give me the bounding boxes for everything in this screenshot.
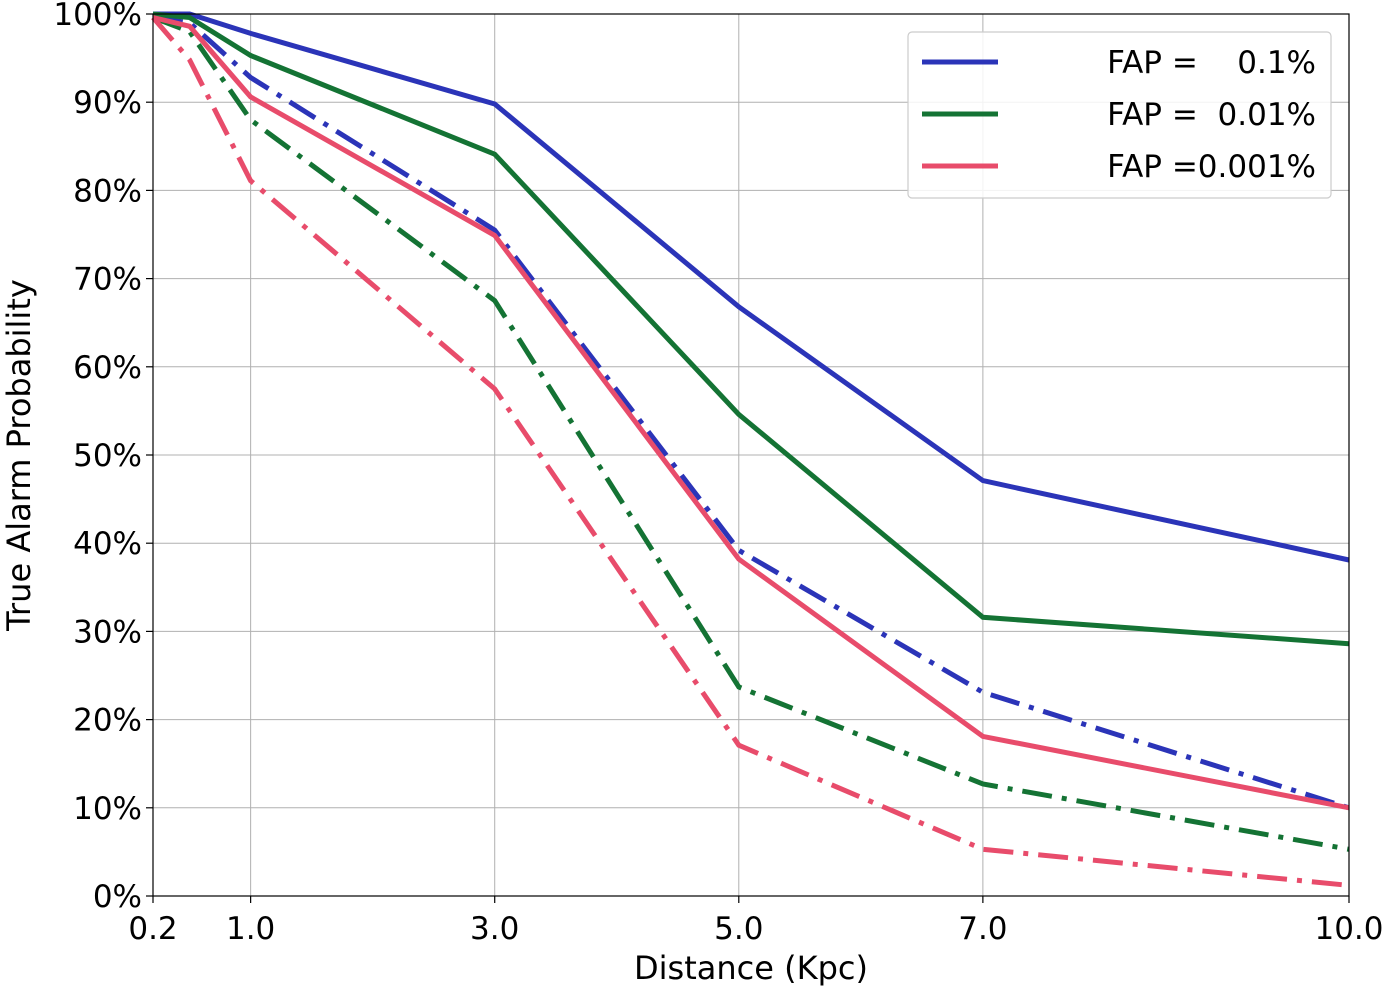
y-tick-label: 80% [73,173,142,209]
tick-marks [146,13,1350,903]
series-line-6-dashdot [151,15,1350,888]
series-line-2-dashdot [152,15,1350,811]
y-tick-label: 100% [53,0,142,33]
y-tick-label: 10% [73,791,142,827]
x-tick-labels: 0.2 1.0 3.0 5.0 7.0 10.0 [128,911,1383,947]
x-tick-label: 5.0 [714,911,763,947]
y-tick-label: 90% [73,85,142,121]
legend-label: FAP = 0.01% [1107,97,1316,133]
y-tick-label: 70% [73,262,142,298]
legend-box [907,31,1332,199]
y-tick-label: 20% [73,703,142,739]
y-axis-label: True Alarm Probability [0,279,38,632]
x-axis-label: Distance (Kpc) [634,949,868,986]
legend-label: FAP = 0.1% [1107,45,1316,81]
series-lines [151,11,1350,888]
y-tick-label: 60% [73,350,142,386]
x-tick-label: 0.2 [128,911,177,947]
series-line-5-solid [152,15,1350,811]
y-tick-label: 40% [73,526,142,562]
x-tick-label: 1.0 [226,911,275,947]
y-tick-label: 50% [73,438,142,474]
legend-label: FAP =0.001% [1107,149,1316,185]
x-tick-label: 3.0 [470,911,519,947]
series-line-4-dashdot [152,15,1350,852]
x-tick-label: 10.0 [1314,911,1383,947]
x-tick-label: 7.0 [958,911,1007,947]
legend: FAP = 0.1% FAP = 0.01% FAP =0.001% [907,31,1332,199]
y-tick-label: 30% [73,614,142,650]
y-tick-label: 0% [93,879,142,915]
series-line-3-solid [152,11,1350,647]
y-tick-labels: 0% 10% 20% 30% 40% 50% 60% 70% 80% 90% 100% [53,0,142,915]
